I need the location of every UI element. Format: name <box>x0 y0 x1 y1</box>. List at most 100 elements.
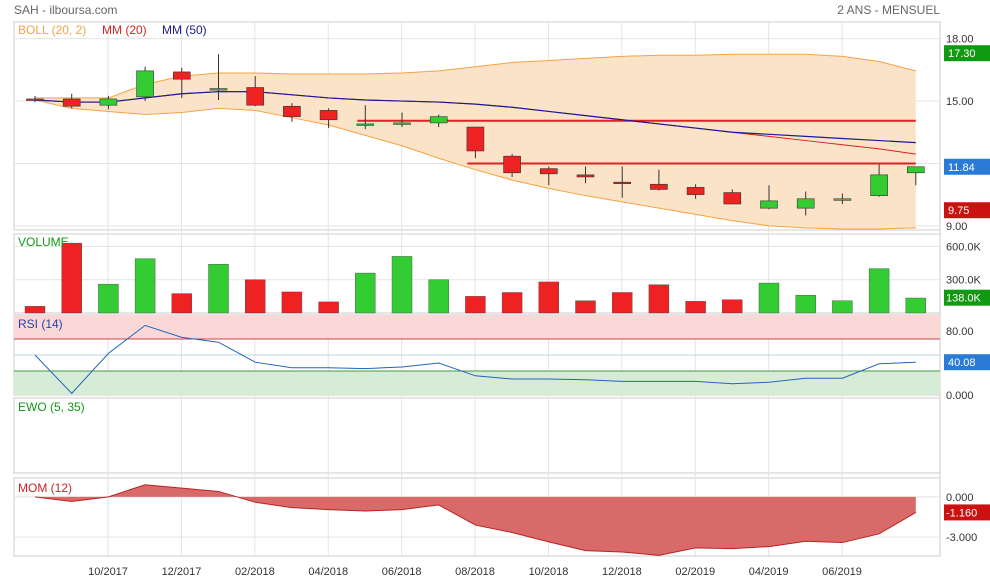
badge-volume-bg <box>944 289 990 306</box>
badge-band-upper: 17.30 <box>948 48 976 60</box>
vol-y-tick: 300.0K <box>946 275 982 287</box>
panels-layer: 10/2017 12/2017 02/2018 04/2018 06/2018 08/20… <box>14 23 990 578</box>
candle-body <box>906 166 925 174</box>
volume-bar <box>612 292 633 314</box>
x-tick-label: 04/2019 <box>749 566 789 578</box>
x-tick-label: 06/2018 <box>382 566 422 578</box>
badge-band-lower-bg <box>944 202 990 219</box>
volume-bar <box>134 258 156 314</box>
rsi-y-tick: 80.00 <box>946 326 974 338</box>
volume-bar <box>538 281 559 314</box>
candle-body <box>576 174 595 178</box>
legend-mm50: MM (50) <box>162 23 207 37</box>
badge-band-upper-bg <box>944 45 990 62</box>
candle-body <box>650 183 668 190</box>
badge-last-price-bg <box>944 158 990 175</box>
candle-body <box>26 98 44 101</box>
x-tick-label: 10/2018 <box>529 566 569 578</box>
mom-title: MOM (12) <box>18 481 72 495</box>
candle-body <box>173 71 191 80</box>
badge-mom-bg <box>944 504 990 521</box>
candle-body <box>760 200 778 209</box>
price-y-tick: 18.00 <box>946 34 974 46</box>
mom-line <box>34 484 917 556</box>
rsi-title: RSI (14) <box>18 317 63 331</box>
legend-boll: BOLL (20, 2) <box>18 23 86 37</box>
rsi-overbought-zone <box>14 315 940 339</box>
candle-body <box>393 122 411 125</box>
x-tick-label: 12/2018 <box>602 566 642 578</box>
mom-y-tick: -3.000 <box>946 532 977 544</box>
mom-area <box>35 484 916 556</box>
chart-period: 2 ANS - MENSUEL <box>837 3 940 17</box>
candle-body <box>833 198 852 201</box>
rsi-oversold-zone <box>14 371 940 395</box>
x-tick-label: 12/2017 <box>162 566 202 578</box>
candle-body <box>356 123 375 126</box>
volume-bar <box>868 268 890 314</box>
ewo-title: EWO (5, 35) <box>18 400 85 414</box>
volume-bar <box>244 279 266 314</box>
volume-bar <box>501 292 523 314</box>
badge-band-lower: 9.75 <box>948 205 969 217</box>
candle-body <box>723 192 742 205</box>
volume-bar <box>758 282 780 314</box>
legend-mm20: MM (20) <box>102 23 147 37</box>
x-tick-label: 02/2019 <box>675 566 715 578</box>
badge-rsi: 40.08 <box>948 357 976 369</box>
volume-bar <box>24 306 46 314</box>
boll-lower-line <box>34 99 916 230</box>
volume-bar <box>795 295 816 314</box>
price-y-tick: 9.00 <box>946 221 967 233</box>
rsi-y-tick: 0.000 <box>946 390 974 402</box>
candle-body <box>99 98 118 106</box>
candle-body <box>429 116 448 124</box>
volume-bar <box>575 300 596 314</box>
volume-bar <box>832 300 853 314</box>
candle-body <box>613 181 632 184</box>
volume-bar <box>355 272 376 314</box>
volume-bar <box>281 291 303 314</box>
volume-title: VOLUME <box>18 235 69 249</box>
x-tick-label: 10/2017 <box>88 566 128 578</box>
candle-body <box>686 187 705 195</box>
candle-body <box>503 155 521 174</box>
vol-y-tick: 600.0K <box>946 241 982 253</box>
volume-bar <box>685 301 706 314</box>
badge-mom: -1.160 <box>946 507 977 519</box>
candle-body <box>136 70 154 98</box>
badge-last-price: 11.84 <box>948 162 975 174</box>
volume-bar <box>171 293 193 314</box>
x-tick-label: 02/2018 <box>235 566 275 578</box>
volume-bar <box>428 279 449 314</box>
rsi-line <box>34 324 916 395</box>
candle-body <box>209 88 228 91</box>
volume-bar <box>905 297 926 314</box>
badge-volume: 138.0K <box>946 293 982 305</box>
candle-body <box>62 98 81 107</box>
x-tick-label: 06/2019 <box>822 566 862 578</box>
candle-body <box>796 198 815 209</box>
price-y-tick: 15.00 <box>946 96 974 108</box>
volume-bar <box>318 301 339 314</box>
mom-y-tick: 0.000 <box>946 492 974 504</box>
candle-body <box>246 87 264 106</box>
x-tick-label: 04/2018 <box>308 566 348 578</box>
candle-body <box>539 168 558 175</box>
volume-bar <box>648 284 670 314</box>
candle-body <box>319 110 338 121</box>
chart-symbol-title: SAH - ilboursa.com <box>14 3 117 17</box>
x-tick-label: 08/2018 <box>455 566 495 578</box>
candle-body <box>870 174 888 196</box>
volume-bar <box>98 283 119 314</box>
volume-bar <box>722 299 743 314</box>
badge-rsi-bg <box>944 354 990 371</box>
panel-frame-ewo <box>13 397 941 474</box>
volume-bar <box>208 263 229 314</box>
candle-body <box>283 105 301 117</box>
volume-bar <box>465 296 486 314</box>
volume-bar <box>391 256 413 314</box>
volume-bar <box>61 242 82 314</box>
